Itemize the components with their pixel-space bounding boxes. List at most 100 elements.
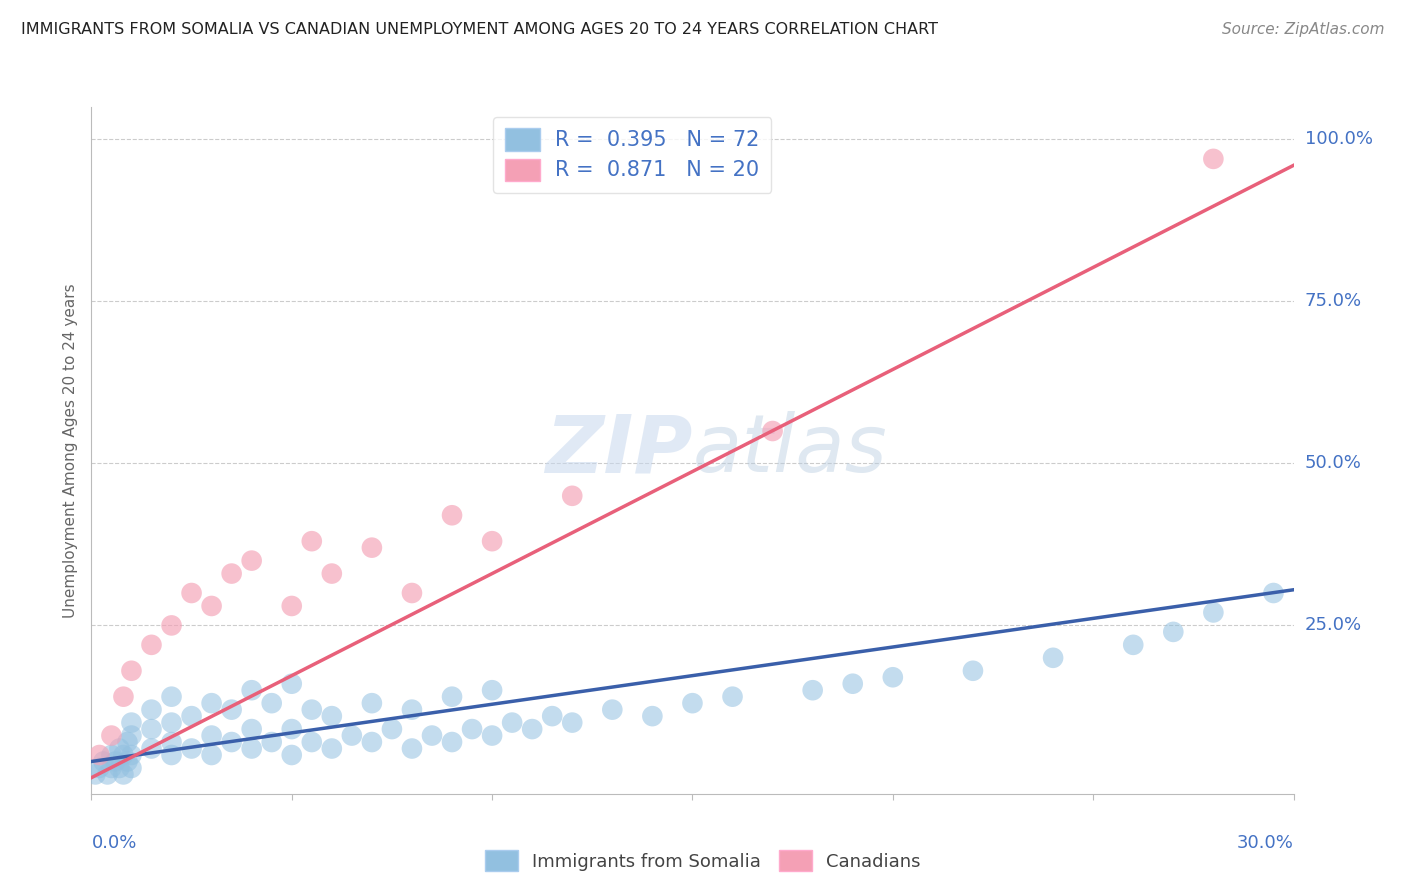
Point (301, 735, 323, 749)
Point (681, 696, 703, 710)
Point (89, 761, 111, 775)
Point (240, 722, 263, 736)
Point (141, 741, 163, 756)
Point (281, 747, 304, 762)
Point (117, 735, 139, 749)
Point (121, 664, 143, 678)
Point (420, 729, 443, 743)
Point (401, 741, 423, 756)
Point (321, 741, 343, 756)
Point (201, 599, 224, 613)
Point (1263, 586, 1285, 600)
Legend: R =  0.395   N = 72, R =  0.871   N = 20: R = 0.395 N = 72, R = 0.871 N = 20 (494, 117, 772, 193)
Point (221, 566, 243, 581)
Point (301, 703, 323, 717)
Point (240, 683, 263, 698)
Point (281, 677, 304, 691)
Point (160, 747, 183, 762)
Point (321, 709, 343, 723)
Point (381, 722, 404, 736)
Y-axis label: Unemployment Among Ages 20 to 24 years: Unemployment Among Ages 20 to 24 years (63, 283, 79, 618)
Text: 0.0%: 0.0% (91, 834, 136, 852)
Point (481, 683, 503, 698)
Point (180, 741, 202, 756)
Point (221, 735, 243, 749)
Point (561, 489, 583, 503)
Point (84, 767, 107, 781)
Text: 25.0%: 25.0% (1305, 616, 1362, 634)
Point (160, 690, 183, 704)
Point (401, 586, 423, 600)
Point (1202, 606, 1225, 620)
Point (160, 618, 183, 632)
Point (321, 566, 343, 581)
Legend: Immigrants from Somalia, Canadians: Immigrants from Somalia, Canadians (478, 843, 928, 879)
Point (401, 703, 423, 717)
Point (108, 761, 131, 775)
Text: 30.0%: 30.0% (1237, 834, 1294, 852)
Point (882, 670, 904, 684)
Point (141, 703, 163, 717)
Text: 75.0%: 75.0% (1305, 293, 1362, 310)
Point (1122, 638, 1144, 652)
Point (96, 767, 118, 781)
Point (541, 709, 564, 723)
Point (121, 761, 143, 775)
Point (360, 541, 382, 555)
Text: IMMIGRANTS FROM SOMALIA VS CANADIAN UNEMPLOYMENT AMONG AGES 20 TO 24 YEARS CORRE: IMMIGRANTS FROM SOMALIA VS CANADIAN UNEM… (21, 22, 938, 37)
Text: atlas: atlas (692, 411, 887, 490)
Point (240, 553, 263, 567)
Point (121, 747, 143, 762)
Point (481, 534, 503, 549)
Point (108, 741, 131, 756)
Point (641, 709, 664, 723)
Point (561, 715, 583, 730)
Point (360, 696, 382, 710)
Point (281, 722, 304, 736)
Point (201, 729, 224, 743)
Point (360, 735, 382, 749)
Point (841, 677, 863, 691)
Text: Source: ZipAtlas.com: Source: ZipAtlas.com (1222, 22, 1385, 37)
Text: 100.0%: 100.0% (1305, 130, 1372, 148)
Text: ZIP: ZIP (546, 411, 692, 490)
Point (461, 722, 484, 736)
Point (89, 747, 111, 762)
Point (1042, 650, 1064, 665)
Point (301, 534, 323, 549)
Point (221, 703, 243, 717)
Point (522, 722, 544, 736)
Point (260, 696, 283, 710)
Point (160, 715, 183, 730)
Point (1163, 624, 1185, 639)
Point (160, 735, 183, 749)
Point (962, 664, 984, 678)
Point (201, 747, 224, 762)
Point (340, 729, 363, 743)
Point (112, 690, 135, 704)
Point (281, 599, 304, 613)
Point (240, 741, 263, 756)
Point (112, 747, 135, 762)
Point (1202, 152, 1225, 166)
Point (602, 703, 624, 717)
Point (141, 722, 163, 736)
Point (201, 696, 224, 710)
Point (121, 729, 143, 743)
Point (440, 735, 463, 749)
Point (100, 747, 122, 762)
Point (141, 638, 163, 652)
Text: 50.0%: 50.0% (1305, 454, 1361, 473)
Point (100, 729, 122, 743)
Point (721, 690, 744, 704)
Point (440, 690, 463, 704)
Point (481, 729, 503, 743)
Point (180, 709, 202, 723)
Point (180, 586, 202, 600)
Point (104, 755, 127, 769)
Point (93, 755, 115, 769)
Point (112, 767, 135, 781)
Point (121, 715, 143, 730)
Point (100, 761, 122, 775)
Point (260, 735, 283, 749)
